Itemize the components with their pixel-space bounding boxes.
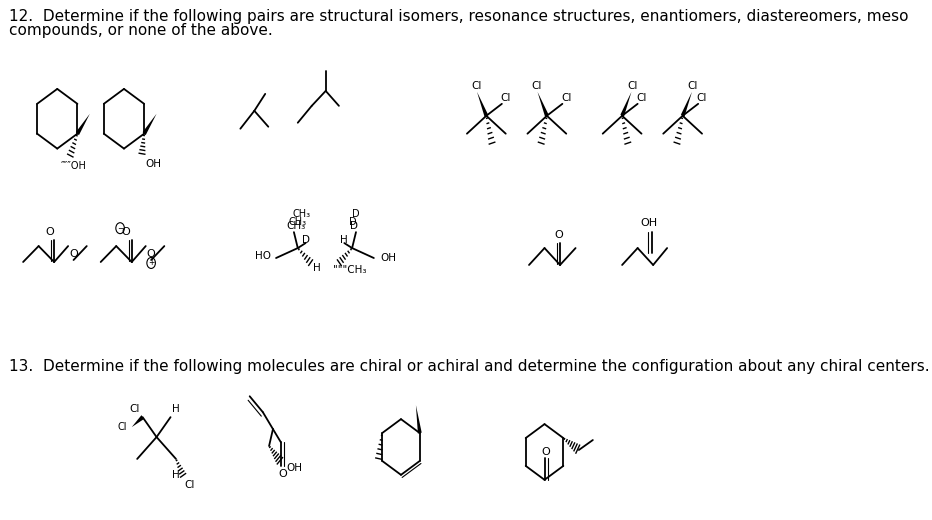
Text: H: H: [172, 404, 180, 414]
Text: O: O: [146, 249, 156, 259]
Text: D: D: [350, 217, 357, 227]
Text: OH: OH: [286, 463, 302, 473]
Text: 12.  Determine if the following pairs are structural isomers, resonance structur: 12. Determine if the following pairs are…: [9, 9, 909, 24]
Text: O: O: [69, 249, 78, 259]
Text: +: +: [148, 258, 155, 267]
Text: O: O: [541, 447, 551, 457]
Text: Cl: Cl: [697, 93, 707, 103]
Text: Cl: Cl: [471, 81, 482, 91]
Text: CH₃: CH₃: [287, 221, 306, 231]
Text: Cl: Cl: [627, 81, 637, 91]
Text: Cl: Cl: [688, 81, 698, 91]
Text: H: H: [172, 470, 180, 480]
Polygon shape: [75, 114, 89, 135]
Text: ″″″OH: ″″″OH: [61, 161, 87, 171]
Text: Cl: Cl: [500, 93, 511, 103]
Polygon shape: [477, 92, 488, 117]
Text: O: O: [278, 469, 287, 479]
Text: D: D: [352, 209, 360, 219]
Polygon shape: [143, 114, 157, 135]
Text: 13.  Determine if the following molecules are chiral or achiral and determine th: 13. Determine if the following molecules…: [9, 359, 930, 374]
Text: OH: OH: [640, 218, 658, 228]
Text: H: H: [312, 263, 321, 273]
Text: CH₃: CH₃: [289, 217, 307, 227]
Text: D: D: [350, 221, 358, 231]
Text: D: D: [302, 235, 309, 245]
Text: −: −: [116, 224, 123, 232]
Polygon shape: [538, 92, 549, 117]
Polygon shape: [621, 92, 631, 117]
Text: Cl: Cl: [185, 480, 195, 490]
Text: OH: OH: [380, 253, 396, 263]
Text: Cl: Cl: [561, 93, 571, 103]
Text: Cl: Cl: [130, 404, 140, 414]
Text: CH₃: CH₃: [293, 209, 310, 219]
Text: OH: OH: [145, 159, 161, 168]
Text: H: H: [340, 235, 349, 245]
Text: HO: HO: [255, 251, 271, 261]
Text: compounds, or none of the above.: compounds, or none of the above.: [9, 23, 273, 38]
Polygon shape: [416, 405, 421, 434]
Polygon shape: [681, 92, 692, 117]
Text: Cl: Cl: [117, 422, 127, 432]
Text: O: O: [45, 227, 54, 237]
Text: Cl: Cl: [637, 93, 647, 103]
Text: O: O: [121, 227, 130, 237]
Text: """CH₃: """CH₃: [333, 265, 366, 275]
Text: O: O: [555, 230, 563, 240]
Text: Cl: Cl: [531, 81, 541, 91]
Polygon shape: [131, 415, 144, 427]
